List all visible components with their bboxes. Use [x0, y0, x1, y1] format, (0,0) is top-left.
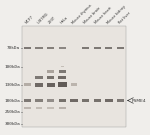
Bar — [59, 107, 66, 109]
Bar — [70, 99, 78, 102]
Bar — [70, 83, 77, 86]
Bar — [58, 99, 66, 102]
Text: PSME4: PSME4 — [132, 99, 146, 102]
Bar — [47, 99, 54, 102]
Bar — [59, 47, 66, 49]
Bar — [47, 107, 54, 109]
Bar — [94, 47, 101, 49]
Bar — [47, 76, 54, 79]
Bar — [47, 70, 54, 73]
Bar — [58, 76, 66, 79]
Bar — [94, 99, 101, 102]
Bar — [36, 107, 42, 109]
Text: MCF7: MCF7 — [25, 15, 34, 25]
Text: HeLa: HeLa — [59, 16, 69, 25]
Bar — [61, 66, 64, 67]
Text: 70kDa: 70kDa — [7, 46, 20, 50]
Bar — [35, 83, 43, 87]
Bar — [24, 99, 31, 102]
Text: 130kDa: 130kDa — [4, 83, 20, 87]
Text: U-87MG: U-87MG — [36, 12, 49, 25]
Bar — [47, 47, 54, 49]
Bar — [35, 76, 43, 79]
Bar — [117, 47, 124, 49]
Bar — [58, 82, 67, 87]
Bar — [35, 99, 43, 102]
Text: 293T: 293T — [48, 16, 57, 25]
Text: Mouse thymus: Mouse thymus — [71, 4, 93, 25]
Text: 250kDa: 250kDa — [4, 110, 20, 114]
Bar — [24, 83, 31, 86]
Text: 300kDa: 300kDa — [4, 122, 20, 126]
Bar — [47, 83, 55, 87]
Bar — [117, 99, 124, 102]
Text: Mouse heart: Mouse heart — [94, 6, 113, 25]
Bar — [82, 47, 89, 49]
Text: Rat liver: Rat liver — [118, 12, 131, 25]
Bar — [24, 47, 31, 49]
Text: Mouse kidney: Mouse kidney — [106, 5, 126, 25]
Bar — [105, 99, 113, 102]
Bar — [82, 99, 89, 102]
Bar — [59, 70, 66, 73]
Bar — [35, 47, 43, 49]
Bar — [22, 26, 126, 127]
Bar — [24, 107, 31, 109]
Text: 100kDa: 100kDa — [4, 65, 20, 69]
Text: 180kDa: 180kDa — [4, 99, 20, 102]
Bar — [105, 47, 112, 49]
Text: Mouse brain: Mouse brain — [83, 6, 101, 25]
